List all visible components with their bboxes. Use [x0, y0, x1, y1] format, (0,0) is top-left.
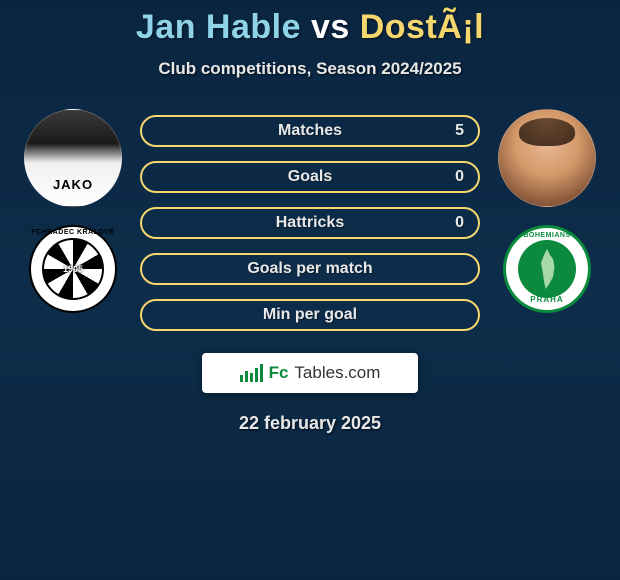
stat-value: 0 [455, 168, 464, 186]
crest2-name-bottom: PRAHA [506, 295, 588, 304]
title-player2: DostÃ¡l [360, 8, 484, 46]
date-label: 22 february 2025 [239, 413, 381, 434]
stat-bar-hattricks: Hattricks 0 [140, 207, 480, 239]
stat-label: Goals [288, 168, 332, 186]
crest1-inner: 1905 [42, 238, 104, 300]
comparison-card: Jan Hable vs DostÃ¡l Club competitions, … [0, 0, 620, 434]
main-row: JAKO FCHRADEC KRÁLOVÉ 1905 Matches 5 Goa… [0, 109, 620, 331]
left-column: JAKO FCHRADEC KRÁLOVÉ 1905 [18, 109, 128, 313]
crest1-year: 1905 [63, 264, 83, 274]
brand-fc: Fc [269, 363, 289, 383]
stat-label: Matches [278, 122, 342, 140]
stat-bar-goals-per-match: Goals per match [140, 253, 480, 285]
crest2-name-top: BOHEMIANS [506, 232, 588, 239]
player2-avatar [498, 109, 596, 207]
player2-club-crest: BOHEMIANS PRAHA [503, 225, 591, 313]
player1-avatar: JAKO [24, 109, 122, 207]
stat-label: Goals per match [247, 260, 372, 278]
stat-value: 0 [455, 214, 464, 232]
stat-bar-min-per-goal: Min per goal [140, 299, 480, 331]
crest2-inner [518, 240, 576, 298]
player1-jersey-text: JAKO [53, 177, 93, 192]
stat-label: Min per goal [263, 306, 357, 324]
title-vs: vs [311, 8, 350, 46]
bar-chart-icon [240, 364, 263, 382]
brand-badge: FcTables.com [202, 353, 418, 393]
brand-rest: Tables.com [294, 363, 380, 383]
right-column: BOHEMIANS PRAHA [492, 109, 602, 313]
subtitle: Club competitions, Season 2024/2025 [158, 59, 461, 79]
crest1-name: FCHRADEC KRÁLOVÉ [31, 229, 115, 236]
kangaroo-icon [532, 249, 562, 289]
player1-club-crest: FCHRADEC KRÁLOVÉ 1905 [29, 225, 117, 313]
stat-bar-matches: Matches 5 [140, 115, 480, 147]
page-title: Jan Hable vs DostÃ¡l [136, 8, 484, 47]
title-player1: Jan Hable [136, 8, 301, 46]
stat-bars: Matches 5 Goals 0 Hattricks 0 Goals per … [140, 115, 480, 331]
stat-label: Hattricks [276, 214, 344, 232]
stat-value: 5 [455, 122, 464, 140]
stat-bar-goals: Goals 0 [140, 161, 480, 193]
